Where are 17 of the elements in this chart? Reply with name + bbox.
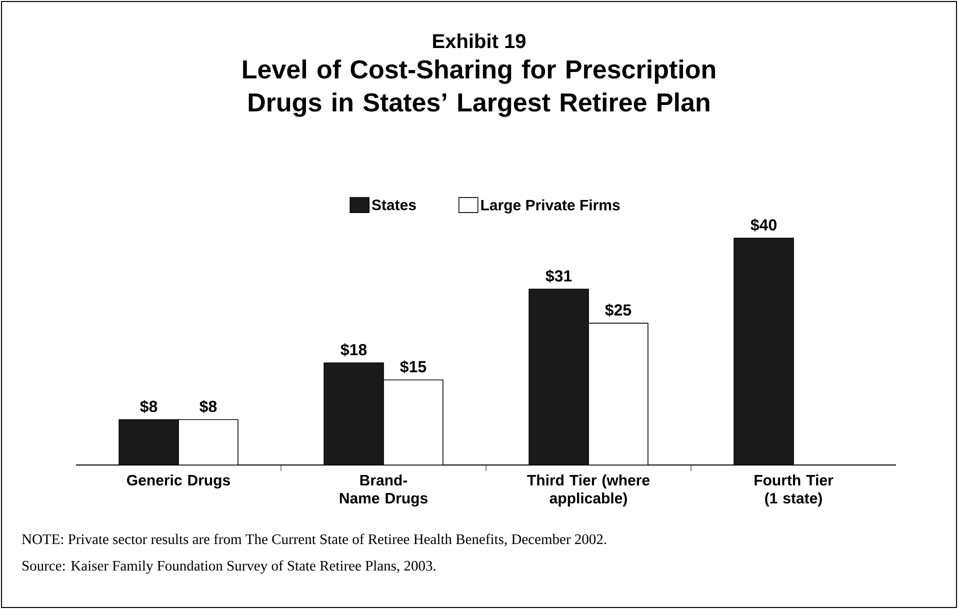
x-tick-label: Third Tier (where applicable): [527, 474, 650, 506]
data-label: $31: [546, 270, 572, 283]
x-tick-label: Brand-Name Drugs: [340, 474, 428, 507]
data-label: $8: [140, 400, 158, 414]
data-label: $15: [400, 360, 426, 374]
data-label: $8: [200, 400, 217, 414]
x-tick-label: Fourth Tier (1 state): [754, 474, 834, 506]
source-note: Source: Kaiser Family Foundation Survey of State Retiree Plans, 2003.: [22, 560, 436, 574]
data-label: $40: [750, 218, 776, 232]
data-label: $18: [340, 343, 367, 356]
x-tick-label: Generic Drugs: [127, 474, 230, 489]
chart-subtitle: Exhibit 19: [433, 34, 526, 48]
legend-label: States: [372, 200, 416, 210]
chart-title: Level of Cost-Sharing for Prescription Drugs in States’ Largest Retiree Plan: [243, 60, 716, 117]
legend-label: Large Private Firms: [481, 199, 620, 214]
data-label: $25: [605, 304, 632, 317]
text: NOTE: Private sector results are from The Current State of Retiree Health Benefits, December 2002.: [22, 534, 606, 546]
